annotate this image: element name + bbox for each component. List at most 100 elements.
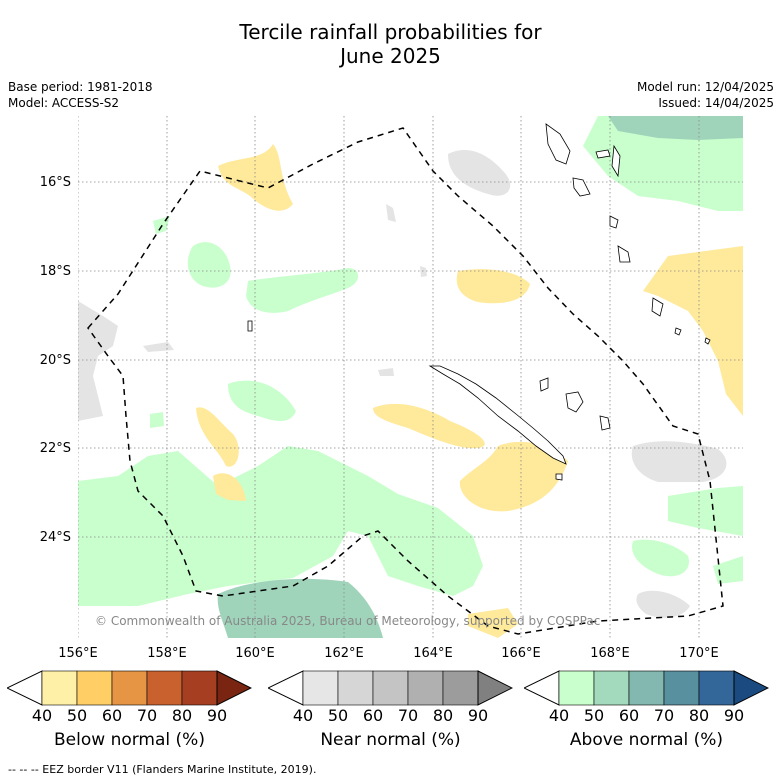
below-region-south-center xyxy=(459,441,568,512)
above-tick-40: 40 xyxy=(548,706,570,725)
colorbar-above-title: Above normal (%) xyxy=(569,730,724,750)
lon-label-162e: 162°E xyxy=(324,646,364,661)
above-swatch-70-80 xyxy=(663,670,700,706)
below-region-east xyxy=(643,246,743,416)
below-tick-60: 60 xyxy=(101,706,123,725)
map-title-line1: Tercile rainfall probabilities for xyxy=(239,20,542,44)
vanuatu-malakula xyxy=(572,177,591,197)
below-swatch-70-80 xyxy=(146,670,183,706)
vanuatu-tanna xyxy=(651,297,664,317)
loyalty-island-mare xyxy=(599,415,611,431)
near-normal-regions xyxy=(78,150,727,618)
vanuatu-erromango xyxy=(617,245,631,263)
model-run: Model run: 12/04/2025 xyxy=(636,80,774,94)
new-caledonia-coast xyxy=(428,365,567,465)
lon-label-156e: 156°E xyxy=(58,646,98,661)
colorbar-near xyxy=(268,670,513,706)
lon-label-158e: 158°E xyxy=(147,646,187,661)
colorbar-below-title: Below normal (%) xyxy=(54,730,205,750)
near-region-west-edge xyxy=(78,301,118,421)
hunter-island xyxy=(704,337,711,345)
lat-label-16s: 16°S xyxy=(39,175,71,190)
lon-label-170e: 170°E xyxy=(679,646,719,661)
below-swatch-lt40 xyxy=(7,670,43,706)
map-panel xyxy=(78,116,743,638)
below-swatch-60-70 xyxy=(111,670,148,706)
below-region-west-small xyxy=(196,407,239,467)
above-tick-70: 70 xyxy=(653,706,675,725)
below-tick-70: 70 xyxy=(136,706,158,725)
above-tick-60: 60 xyxy=(618,706,640,725)
above-region-southwest xyxy=(78,446,483,606)
vanuatu-espiritu-santo xyxy=(545,123,571,165)
isle-of-pines xyxy=(555,473,563,481)
above-swatch-80-90 xyxy=(698,670,735,706)
above-region-central-band xyxy=(246,268,359,313)
below-region-center xyxy=(373,403,485,449)
vanuatu-ambae xyxy=(595,149,611,159)
near-swatch-40-50 xyxy=(302,670,339,706)
below-region-north xyxy=(218,144,293,211)
below-tick-40: 40 xyxy=(31,706,53,725)
below-swatch-40-50 xyxy=(41,670,78,706)
below-tick-90: 90 xyxy=(206,706,228,725)
below-normal-regions xyxy=(196,144,743,638)
lat-label-24s: 24°S xyxy=(39,530,71,545)
near-tick-60: 60 xyxy=(362,706,384,725)
lat-label-18s: 18°S xyxy=(39,264,71,279)
above-tick-90: 90 xyxy=(723,706,745,725)
above-region-small-islet xyxy=(150,412,164,428)
loyalty-island-lifou xyxy=(565,391,584,413)
issued-date: Issued: 14/04/2025 xyxy=(658,96,774,110)
matthew-island xyxy=(674,327,682,336)
colorbar-above xyxy=(524,670,769,706)
above-tick-80: 80 xyxy=(688,706,710,725)
near-tick-40: 40 xyxy=(292,706,314,725)
map-canvas xyxy=(78,116,743,638)
near-tick-50: 50 xyxy=(327,706,349,725)
copyright-notice: © Commonwealth of Australia 2025, Bureau… xyxy=(95,614,601,628)
lon-label-164e: 164°E xyxy=(413,646,453,661)
lat-label-20s: 20°S xyxy=(39,353,71,368)
chesterfield-islet xyxy=(247,320,253,332)
above-region-southeast-edge xyxy=(713,556,743,584)
vanuatu-efate xyxy=(609,215,619,229)
above-region-west-blob xyxy=(187,242,231,288)
near-swatch-lt40 xyxy=(268,670,304,706)
above-swatch-lt40 xyxy=(524,670,560,706)
near-region-east xyxy=(631,441,727,482)
above-swatch-40-50 xyxy=(558,670,595,706)
near-swatch-70-80 xyxy=(407,670,444,706)
map-title-line2: June 2025 xyxy=(340,44,441,68)
below-tick-80: 80 xyxy=(171,706,193,725)
below-region-central-east xyxy=(456,269,530,304)
near-region-north xyxy=(448,150,511,196)
near-region-southeast xyxy=(636,590,690,618)
colorbar-below xyxy=(7,670,252,706)
loyalty-island-ouvea xyxy=(539,377,549,392)
near-region-small-2 xyxy=(420,266,427,277)
model-name: Model: ACCESS-S2 xyxy=(8,96,120,110)
near-tick-70: 70 xyxy=(397,706,419,725)
lon-label-168e: 168°E xyxy=(590,646,630,661)
above-normal-regions xyxy=(78,116,743,606)
near-tick-90: 90 xyxy=(467,706,489,725)
above-dark-south xyxy=(217,578,383,638)
above-normal-dark-regions xyxy=(217,116,743,638)
above-swatch-60-70 xyxy=(628,670,665,706)
base-period: Base period: 1981-2018 xyxy=(8,80,153,94)
near-swatch-50-60 xyxy=(337,670,374,706)
gridlines xyxy=(78,116,743,638)
above-swatch-gt90 xyxy=(733,670,769,706)
above-swatch-50-60 xyxy=(593,670,630,706)
near-region-small-1 xyxy=(386,204,396,222)
above-region-southeast xyxy=(632,539,689,577)
above-tick-50: 50 xyxy=(583,706,605,725)
above-region-mid-west xyxy=(228,380,296,421)
coastlines xyxy=(247,123,711,481)
below-region-west-lower xyxy=(213,473,246,501)
lon-label-166e: 166°E xyxy=(501,646,541,661)
vanuatu-pentecost xyxy=(611,144,621,178)
near-swatch-gt90 xyxy=(477,670,513,706)
above-region-east-edge xyxy=(668,486,743,536)
